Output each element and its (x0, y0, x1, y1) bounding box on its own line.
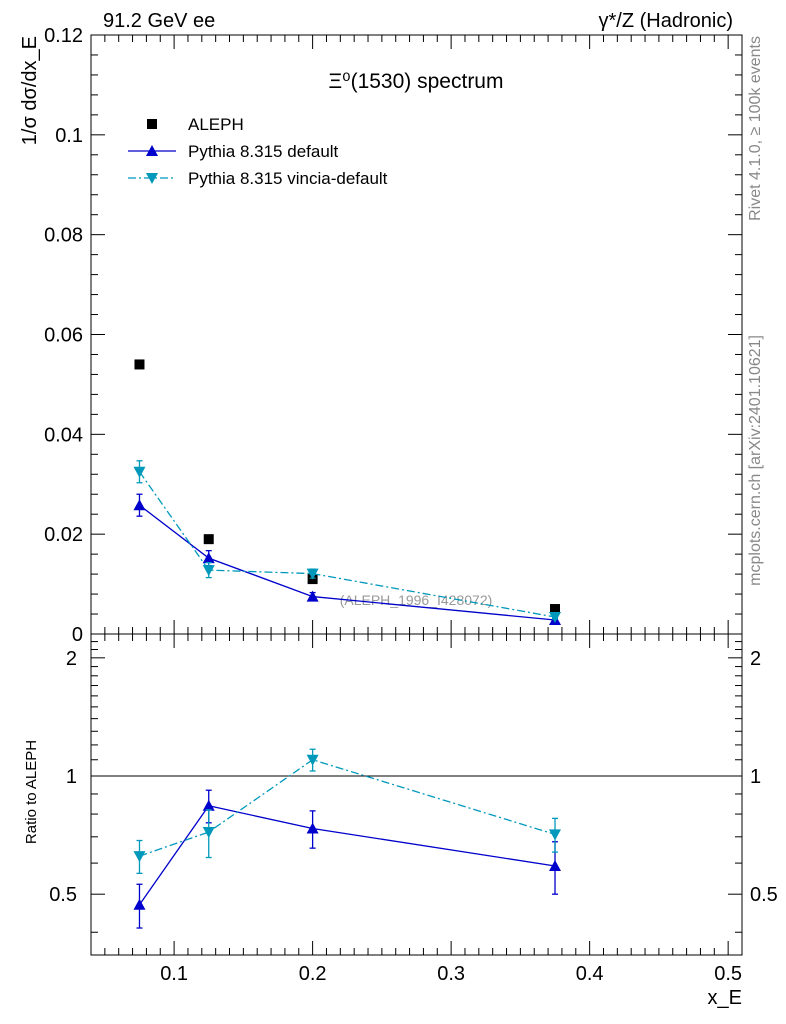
legend-marker (146, 145, 158, 156)
ratio-y-tick-label-right: 1 (750, 766, 761, 788)
x-axis-label: x_E (708, 987, 742, 1009)
main-watermark: (ALEPH_1996_I428072) (340, 592, 493, 608)
legend-label: Pythia 8.315 vincia-default (188, 169, 388, 188)
ratio-y-tick-labels: 0.5 0.5 1 1 2 2 (49, 648, 778, 906)
ratio-y-axis-label: Ratio to ALEPH (23, 740, 40, 844)
legend-item: ALEPH (147, 115, 244, 134)
legend-marker (146, 173, 158, 184)
main-series-line (139, 504, 556, 621)
ratio-y-tick-label-right: 0.5 (750, 884, 778, 906)
main-y-tick-labels: 0 0.02 0.04 0.06 0.08 0.1 0.12 (44, 25, 83, 646)
main-axis-ticks (91, 34, 742, 635)
main-data-point (549, 612, 562, 624)
main-series-1 (133, 493, 562, 626)
ratio-y-tick-label-right: 2 (750, 648, 761, 670)
main-y-tick-label: 0.12 (44, 25, 83, 47)
side-text-bottom: mcplots.cern.ch [arXiv:2401.10621] (747, 335, 764, 586)
side-text-top: Rivet 4.1.0, ≥ 100k events (747, 36, 764, 221)
ratio-series-group (133, 748, 562, 929)
ratio-plot-frame (90, 633, 743, 956)
main-y-tick-label: 0.02 (44, 524, 83, 546)
ratio-axis-ticks (91, 634, 742, 955)
main-y-tick-label: 0 (72, 624, 83, 646)
x-tick-label: 0.5 (714, 963, 742, 985)
main-y-tick-label: 0.06 (44, 325, 83, 347)
main-data-point (203, 534, 214, 545)
legend: ALEPH Pythia 8.315 default Pythia 8.315 vi… (128, 115, 388, 188)
ratio-data-point (133, 851, 146, 863)
main-data-point (306, 590, 319, 602)
main-y-axis-label-text: 1/σ dσ/dx_E (19, 36, 41, 145)
ratio-data-point (549, 859, 562, 871)
main-data-point (306, 568, 319, 580)
x-tick-label: 0.3 (437, 963, 465, 985)
main-y-tick-label: 0.08 (44, 225, 83, 247)
legend-label: ALEPH (188, 115, 244, 134)
main-y-axis-label: 1/σ dσ/dx_E (19, 36, 41, 145)
main-y-tick-label: 0.04 (44, 424, 83, 446)
main-data-point (202, 565, 215, 577)
main-series-0 (134, 359, 561, 615)
ratio-series-1 (133, 748, 562, 875)
ratio-y-tick-label: 0.5 (49, 884, 77, 906)
ratio-data-point (133, 898, 146, 910)
main-plot-panel: 0 0.02 0.04 0.06 0.08 0.1 0.12 (ALEPH_1996_I42… (19, 25, 743, 646)
ratio-y-tick-label: 1 (66, 766, 77, 788)
main-data-point (134, 359, 145, 370)
ratio-data-point (306, 822, 319, 834)
ratio-data-point (549, 829, 562, 841)
x-tick-label: 0.2 (299, 963, 327, 985)
main-series-group (133, 359, 562, 626)
x-tick-label: 0.1 (160, 963, 188, 985)
ratio-data-point (202, 799, 215, 811)
ratio-series-line (138, 805, 556, 906)
main-series-2 (133, 460, 562, 624)
legend-item: Pythia 8.315 default (128, 142, 339, 161)
main-series-line (138, 471, 556, 618)
ratio-data-point (306, 754, 319, 766)
ratio-y-tick-label: 2 (66, 648, 77, 670)
main-y-tick-label: 0.1 (55, 125, 83, 147)
main-plot-title: Ξ⁰(1530) spectrum (329, 70, 504, 93)
header-right: γ*/Z (Hadronic) (599, 10, 733, 32)
main-data-point (550, 604, 561, 615)
ratio-plot-panel: 0.5 0.5 1 1 2 2 0.1 0.2 0.3 0.4 0.5 Ratio to ALEP… (23, 633, 778, 1009)
main-data-point (133, 499, 146, 511)
ratio-data-point (202, 827, 215, 839)
main-data-point (202, 552, 215, 564)
x-tick-label: 0.4 (576, 963, 604, 985)
legend-item: Pythia 8.315 vincia-default (128, 169, 388, 188)
legend-label: Pythia 8.315 default (188, 142, 339, 161)
ratio-series-line (139, 759, 556, 857)
header-left: 91.2 GeV ee (103, 10, 215, 32)
ratio-series-0 (133, 789, 562, 929)
ratio-x-tick-labels: 0.1 0.2 0.3 0.4 0.5 (160, 963, 742, 985)
main-plot-title-text: Ξ⁰(1530) spectrum (329, 70, 504, 93)
main-data-point (133, 466, 146, 478)
legend-marker (147, 119, 157, 129)
